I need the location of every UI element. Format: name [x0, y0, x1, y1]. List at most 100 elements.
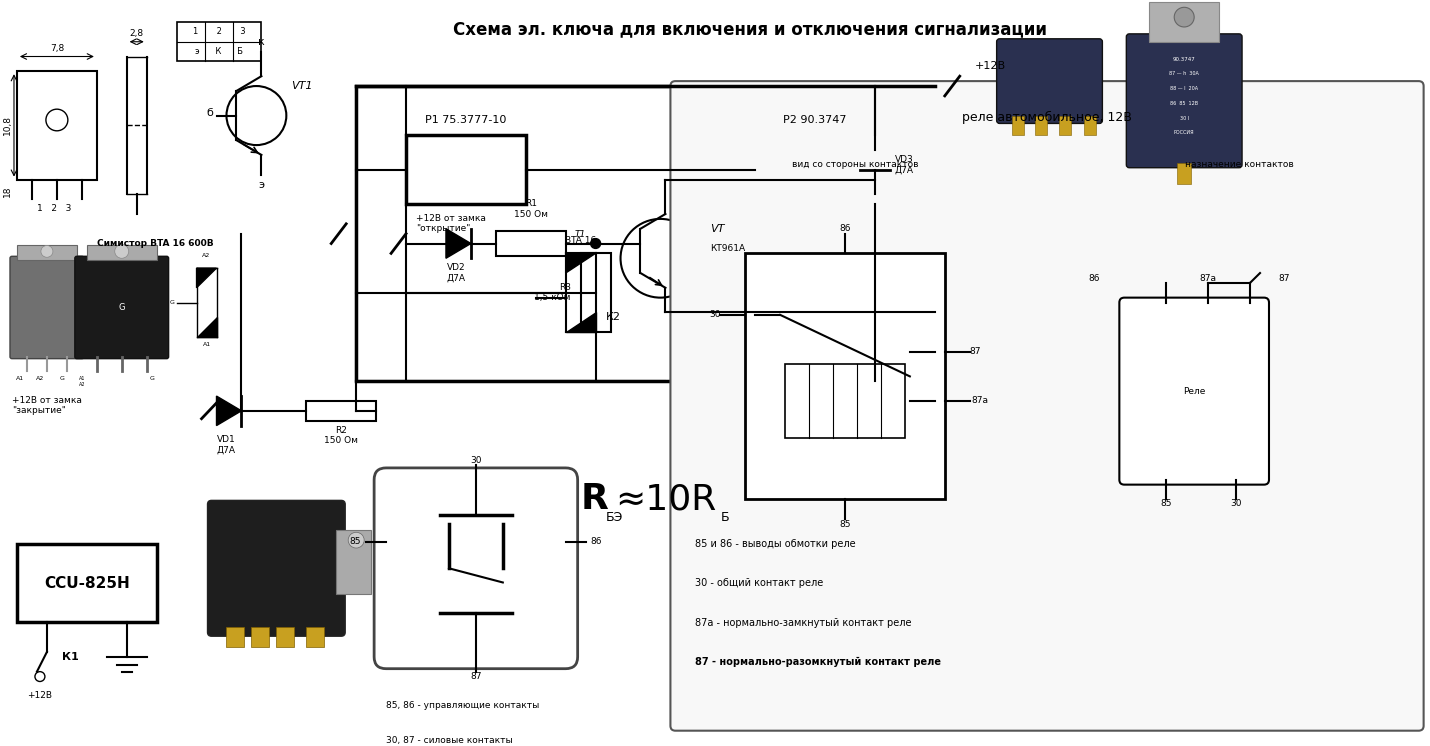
- Text: +12В от замка
"открытие": +12В от замка "открытие": [416, 214, 486, 233]
- Bar: [252, 627, 269, 647]
- Text: BTA 16: BTA 16: [565, 236, 596, 245]
- Circle shape: [46, 109, 67, 131]
- Circle shape: [226, 86, 286, 145]
- Text: G: G: [149, 377, 154, 381]
- FancyBboxPatch shape: [671, 81, 1424, 730]
- FancyBboxPatch shape: [1127, 34, 1243, 168]
- Text: G: G: [119, 303, 124, 312]
- Text: VT1: VT1: [292, 81, 313, 91]
- Bar: [755, 135, 875, 204]
- Bar: [336, 530, 372, 594]
- Text: вид со стороны контактов: вид со стороны контактов: [792, 160, 918, 169]
- Circle shape: [114, 245, 129, 258]
- Text: РОССИЯ: РОССИЯ: [1174, 131, 1194, 135]
- Text: ≈10R: ≈10R: [615, 483, 716, 516]
- Text: 30 - общий контакт реле: 30 - общий контакт реле: [695, 578, 824, 588]
- Text: Б: Б: [721, 510, 729, 524]
- Text: VD2
Д7А: VD2 Д7А: [446, 263, 465, 283]
- Text: 87а: 87а: [971, 396, 988, 406]
- Text: реле автомобильное, 12В: реле автомобильное, 12В: [962, 110, 1133, 124]
- Text: б: б: [206, 107, 213, 118]
- Text: 87: 87: [470, 671, 482, 680]
- Text: 87а: 87а: [1200, 274, 1217, 283]
- Text: R2
150 Ом: R2 150 Ом: [325, 425, 358, 445]
- Text: 30: 30: [709, 310, 721, 319]
- Text: CCU-825H: CCU-825H: [44, 576, 130, 591]
- Circle shape: [347, 533, 365, 548]
- Polygon shape: [566, 254, 596, 273]
- FancyBboxPatch shape: [375, 468, 578, 668]
- FancyBboxPatch shape: [997, 39, 1103, 123]
- Bar: [226, 627, 245, 647]
- Text: VD1
Д7А: VD1 Д7А: [217, 436, 236, 455]
- Text: 85: 85: [1161, 499, 1173, 509]
- Text: A2: A2: [36, 377, 44, 381]
- Text: 86: 86: [591, 537, 602, 546]
- FancyBboxPatch shape: [74, 257, 169, 359]
- Bar: [87, 245, 157, 260]
- Text: э      К      Б: э К Б: [194, 47, 243, 56]
- Text: P2 90.3747: P2 90.3747: [784, 116, 847, 125]
- Text: +12В: +12В: [27, 692, 53, 700]
- Bar: [1060, 116, 1071, 135]
- Text: К1: К1: [61, 652, 79, 662]
- Text: 87: 87: [1278, 274, 1290, 283]
- Text: Симистор BTA 16 600В: Симистор BTA 16 600В: [97, 239, 213, 248]
- Text: R: R: [581, 483, 609, 516]
- Text: 87 — h  30A: 87 — h 30A: [1170, 72, 1200, 76]
- Polygon shape: [196, 317, 216, 337]
- Text: 90.3747: 90.3747: [1173, 57, 1195, 61]
- Bar: [406, 135, 526, 204]
- Text: 10,8: 10,8: [3, 116, 11, 136]
- Bar: [17, 544, 157, 622]
- Text: 30, 87 - силовые контакты: 30, 87 - силовые контакты: [386, 736, 513, 745]
- Text: +12В от замка
"закрытие": +12В от замка "закрытие": [11, 396, 82, 416]
- Text: к: к: [257, 37, 265, 47]
- Text: G: G: [170, 300, 174, 305]
- Text: БЭ: БЭ: [605, 510, 623, 524]
- Bar: [785, 364, 905, 438]
- Text: 1   2   3: 1 2 3: [37, 204, 72, 213]
- Polygon shape: [446, 229, 470, 258]
- Bar: [1177, 163, 1191, 184]
- Text: 1       2       3: 1 2 3: [193, 28, 246, 37]
- Text: 87 - нормально-разомкнутый контакт реле: 87 - нормально-разомкнутый контакт реле: [695, 657, 941, 667]
- Bar: [17, 245, 77, 260]
- Bar: [1084, 116, 1097, 135]
- Text: 87: 87: [970, 348, 981, 357]
- Bar: [306, 627, 325, 647]
- Text: 7,8: 7,8: [50, 43, 64, 52]
- Bar: [306, 401, 376, 421]
- Text: VT: VT: [711, 224, 725, 233]
- Text: КТ961А: КТ961А: [711, 244, 745, 253]
- Bar: [745, 254, 945, 499]
- Circle shape: [1174, 7, 1194, 27]
- Text: 85: 85: [350, 537, 362, 546]
- Bar: [496, 231, 566, 256]
- Text: +12В: +12В: [975, 61, 1005, 72]
- Text: T1: T1: [575, 230, 586, 239]
- Text: К2: К2: [605, 313, 621, 322]
- Text: 88 — l  20A: 88 — l 20A: [1170, 86, 1198, 91]
- Text: 85 и 86 - выводы обмотки реле: 85 и 86 - выводы обмотки реле: [695, 539, 857, 549]
- Polygon shape: [196, 268, 216, 288]
- Bar: [1034, 116, 1047, 135]
- Text: 85: 85: [839, 519, 851, 528]
- Text: R3
1,5 кОм: R3 1,5 кОм: [535, 283, 571, 302]
- Text: 86: 86: [839, 225, 851, 233]
- Circle shape: [591, 239, 601, 248]
- Text: Реле: Реле: [1183, 386, 1205, 395]
- Text: A2: A2: [203, 254, 210, 258]
- Text: A1: A1: [16, 377, 24, 381]
- Polygon shape: [566, 313, 596, 332]
- Text: 30: 30: [470, 456, 482, 465]
- Text: VD3
Д7А: VD3 Д7А: [895, 155, 914, 175]
- Polygon shape: [859, 150, 889, 169]
- Text: R1
150 Ом: R1 150 Ом: [513, 199, 548, 219]
- Circle shape: [41, 245, 53, 257]
- Text: назначение контактов: назначение контактов: [1184, 160, 1294, 169]
- Circle shape: [621, 219, 701, 298]
- Bar: [176, 22, 262, 61]
- Text: P1 75.3777-10: P1 75.3777-10: [425, 116, 506, 125]
- Text: 85, 86 - управляющие контакты: 85, 86 - управляющие контакты: [386, 701, 539, 710]
